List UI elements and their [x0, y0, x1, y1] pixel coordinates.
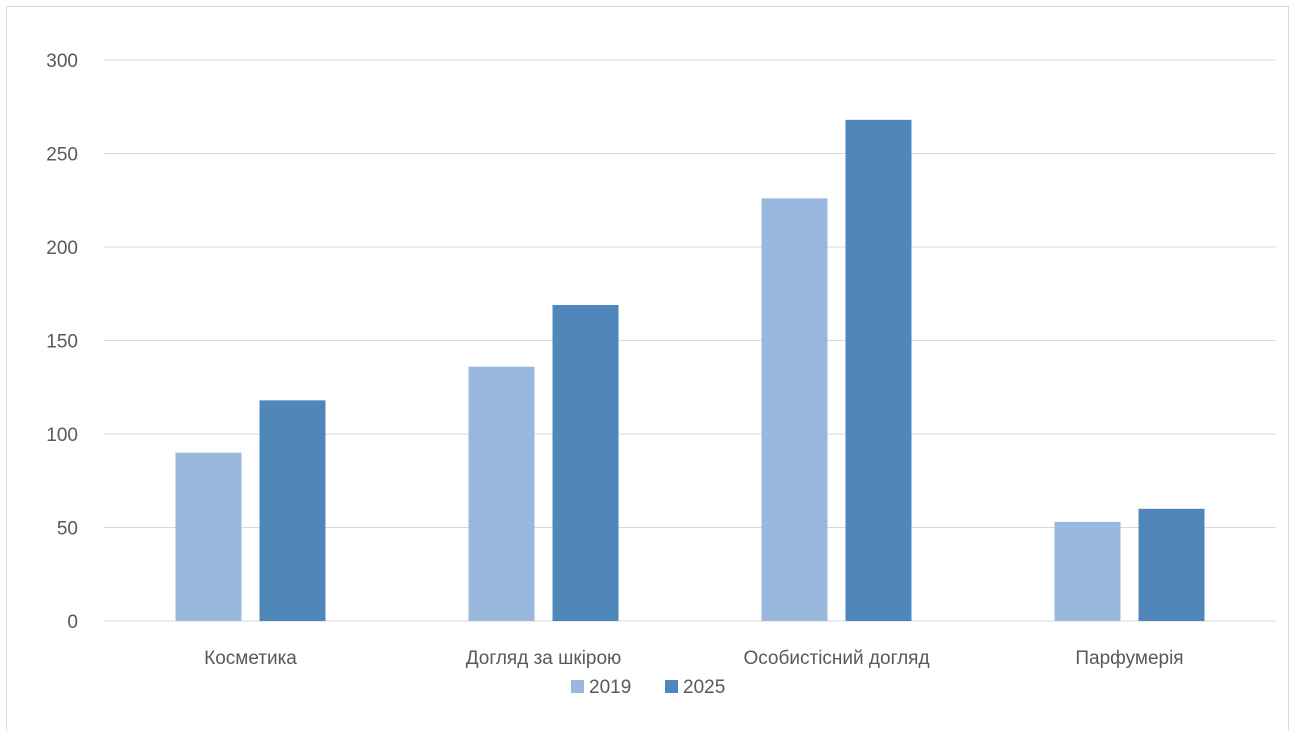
- x-category-label: Парфумерія: [1075, 648, 1183, 669]
- y-tick-label: 0: [67, 612, 78, 633]
- bar-2025-2: [552, 304, 619, 621]
- y-tick-label: 100: [46, 425, 78, 446]
- bar-2019-4: [1054, 521, 1121, 621]
- x-category-label: Особистісний догляд: [743, 648, 929, 669]
- y-axis: 0 50 100 150 200 250 300: [46, 51, 78, 633]
- legend-swatch-2025: [665, 680, 678, 693]
- bars: [175, 119, 1205, 621]
- legend-label: 2025: [683, 677, 725, 698]
- legend-swatch-2019: [571, 680, 584, 693]
- bar-2019-3: [761, 198, 828, 621]
- bar-2025-3: [845, 119, 912, 621]
- x-category-label: Догляд за шкірою: [466, 648, 622, 669]
- y-tick-label: 200: [46, 238, 78, 259]
- y-tick-label: 300: [46, 51, 78, 72]
- x-category-label: Косметика: [204, 648, 297, 669]
- bar-2019-2: [468, 366, 535, 621]
- bar-2025-4: [1138, 508, 1205, 621]
- bar-2025-1: [259, 400, 326, 621]
- legend-label: 2019: [589, 677, 631, 698]
- y-tick-label: 50: [57, 519, 78, 540]
- x-axis: Косметика Догляд за шкірою Особистісний до…: [204, 648, 1183, 669]
- y-tick-label: 250: [46, 145, 78, 166]
- y-tick-label: 150: [46, 332, 78, 353]
- bar-2019-1: [175, 452, 242, 621]
- legend: 2019 2025: [571, 677, 725, 698]
